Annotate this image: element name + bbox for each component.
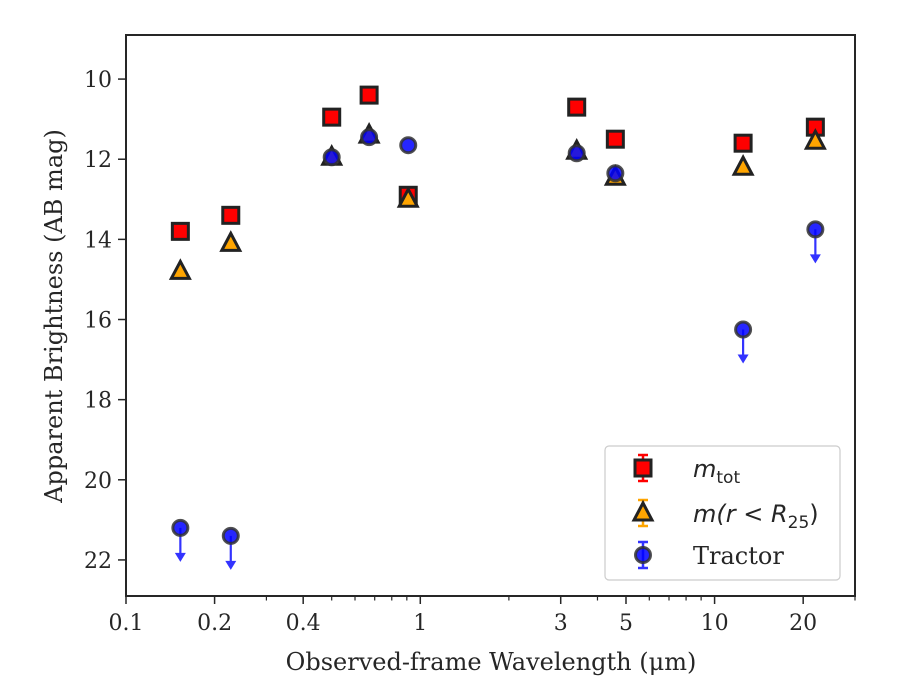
series-circle xyxy=(171,128,825,570)
upper-limit-arrow-head xyxy=(809,254,821,264)
data-point-circle xyxy=(806,220,825,239)
y-tick-label: 22 xyxy=(84,549,112,574)
x-tick-label: 3 xyxy=(554,611,568,636)
data-point-circle xyxy=(606,164,625,183)
x-axis-label: Observed-frame Wavelength (μm) xyxy=(286,648,697,676)
legend-item: mtot xyxy=(633,453,740,488)
axes-frame xyxy=(125,34,856,597)
y-tick-label: 20 xyxy=(84,469,112,494)
data-point-circle xyxy=(221,526,240,545)
data-point-triangle xyxy=(396,186,420,208)
data-point-triangle xyxy=(731,154,755,176)
upper-limit-arrow-head xyxy=(174,552,186,562)
legend-label: Tractor xyxy=(693,542,784,570)
data-point-square xyxy=(170,221,190,241)
y-tick-label: 16 xyxy=(84,309,112,334)
y-tick-label: 10 xyxy=(84,68,112,93)
x-tick-label: 0.1 xyxy=(109,611,144,636)
y-tick-label: 14 xyxy=(84,228,112,253)
y-tick-label: 18 xyxy=(84,389,112,414)
series-square xyxy=(170,85,825,241)
upper-limit-arrow-head xyxy=(737,354,749,364)
data-point-square xyxy=(567,97,587,117)
data-point-circle xyxy=(360,128,379,147)
data-point-square xyxy=(605,129,625,149)
data-point-square xyxy=(733,133,753,153)
data-marks xyxy=(168,85,827,570)
data-point-square xyxy=(221,205,241,225)
x-tick-label: 20 xyxy=(789,611,817,636)
x-tick-label: 0.4 xyxy=(286,611,321,636)
legend: mtot m(r < R25) Tractor xyxy=(604,445,841,581)
x-tick-label: 10 xyxy=(701,611,729,636)
data-point-circle xyxy=(322,148,341,167)
legend-item: Tractor xyxy=(634,540,784,570)
data-point-circle xyxy=(734,320,753,339)
data-point-triangle xyxy=(219,230,243,252)
data-point-circle xyxy=(567,144,586,163)
legend-marker-triangle xyxy=(631,499,655,522)
data-point-triangle xyxy=(803,127,827,150)
legend-marker-circle xyxy=(634,546,652,564)
x-tick-label: 1 xyxy=(413,611,427,636)
data-point-triangle xyxy=(168,258,192,280)
y-axis-ticks: 10 12 14 16 18 20 22 xyxy=(84,68,126,574)
data-point-circle xyxy=(171,518,190,537)
y-tick-label: 12 xyxy=(84,148,112,173)
data-point-circle xyxy=(399,136,418,155)
upper-limit-arrow-head xyxy=(225,560,237,570)
legend-marker-square xyxy=(633,458,653,478)
y-axis-label: Apparent Brightness (AB mag) xyxy=(40,129,68,504)
legend-label: m(r < R25) xyxy=(693,500,819,533)
legend-box xyxy=(604,445,841,581)
x-tick-label: 5 xyxy=(619,611,633,636)
data-point-square xyxy=(322,107,342,127)
legend-label: mtot xyxy=(693,455,740,488)
data-point-square xyxy=(359,85,379,105)
plot-area: 0.1 0.2 0.4 1 3 5 10 20 10 12 14 16 18 20 22 xyxy=(84,34,856,636)
x-tick-label: 0.2 xyxy=(197,611,232,636)
legend-item: m(r < R25) xyxy=(631,498,819,533)
